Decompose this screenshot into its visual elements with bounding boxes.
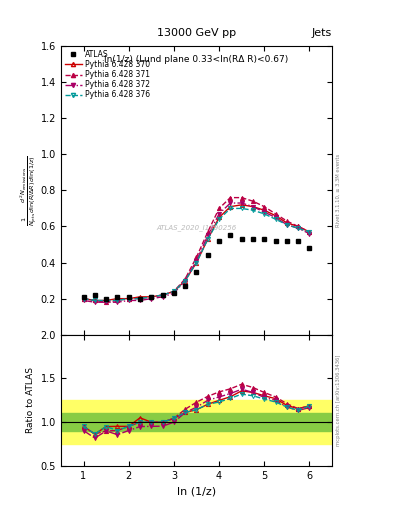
Y-axis label: $\frac{1}{N_\mathrm{jets}}\frac{d^2 N_\mathrm{emissions}}{d\ln(R/\Delta R)\,d\ln: $\frac{1}{N_\mathrm{jets}}\frac{d^2 N_\m…	[18, 155, 39, 226]
Bar	[61, 400, 332, 444]
Y-axis label: Ratio to ATLAS: Ratio to ATLAS	[26, 367, 35, 433]
Text: Rivet 3.1.10, ≥ 3.3M events: Rivet 3.1.10, ≥ 3.3M events	[336, 154, 341, 227]
Text: Jets: Jets	[312, 28, 332, 38]
X-axis label: ln (1/z): ln (1/z)	[177, 486, 216, 496]
Text: ATLAS_2020_I1790256: ATLAS_2020_I1790256	[156, 225, 237, 231]
Bar	[61, 413, 332, 431]
Text: 13000 GeV pp: 13000 GeV pp	[157, 28, 236, 38]
Text: mcplots.cern.ch [arXiv:1306.3436]: mcplots.cern.ch [arXiv:1306.3436]	[336, 355, 341, 446]
Text: ln(1/z) (Lund plane 0.33<ln(RΔ R)<0.67): ln(1/z) (Lund plane 0.33<ln(RΔ R)<0.67)	[105, 55, 288, 63]
Legend: ATLAS, Pythia 6.428 370, Pythia 6.428 371, Pythia 6.428 372, Pythia 6.428 376: ATLAS, Pythia 6.428 370, Pythia 6.428 37…	[63, 48, 151, 101]
